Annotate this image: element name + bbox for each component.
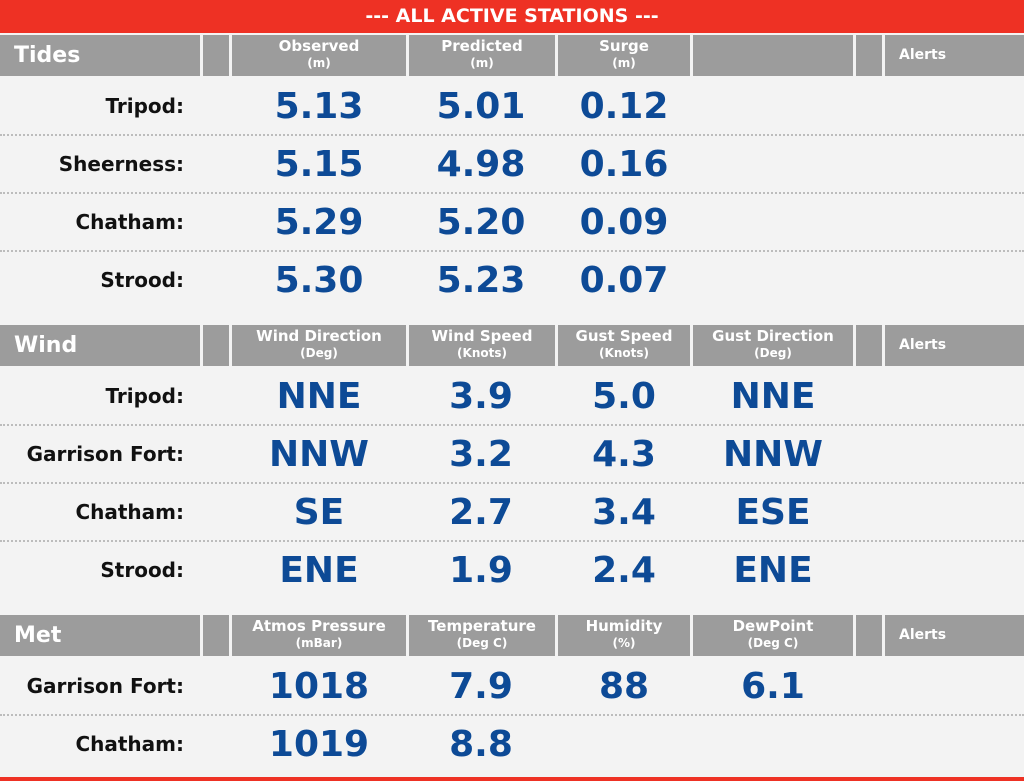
wind-station-label: Garrison Fort: [26, 442, 184, 466]
met-value-3: 88 [598, 666, 650, 707]
wind-value-2: 2.7 [449, 492, 513, 533]
wind-value-3: 4.3 [592, 434, 656, 475]
met-col-unit: (Deg C) [747, 636, 799, 650]
met-header-spacer [203, 615, 229, 656]
wind-section-title: Wind [0, 325, 200, 366]
met-value-2: 7.9 [449, 666, 513, 707]
wind-col-label: Gust Direction [712, 327, 834, 345]
met-col-header-4: DewPoint (Deg C) [693, 615, 853, 656]
met-col-label: DewPoint [732, 617, 814, 635]
tides-station-label: Strood: [100, 268, 184, 292]
met-col-header-2: Temperature (Deg C) [409, 615, 555, 656]
met-value-1: 1019 [268, 724, 370, 765]
met-col-unit: (%) [612, 636, 636, 650]
tides-col-unit: (m) [307, 56, 331, 70]
wind-row-separator [0, 540, 1024, 542]
met-station-label: Garrison Fort: [26, 674, 184, 698]
met-col-label: Humidity [585, 617, 663, 635]
met-col-header-1: Atmos Pressure (mBar) [232, 615, 406, 656]
tides-col-header-2: Predicted (m) [409, 35, 555, 76]
tides-value-3: 0.16 [579, 144, 669, 185]
met-header-spacer-2 [856, 615, 882, 656]
wind-station-label: Chatham: [75, 500, 184, 524]
tides-value-1: 5.29 [274, 202, 364, 243]
tides-value-2: 5.20 [436, 202, 526, 243]
wind-value-3: 2.4 [592, 550, 656, 591]
tides-value-1: 5.30 [274, 260, 364, 301]
wind-value-1: ENE [279, 550, 359, 591]
wind-col-unit: (Deg) [754, 346, 792, 360]
wind-value-3: 3.4 [592, 492, 656, 533]
tides-col-unit: (m) [612, 56, 636, 70]
wind-value-1: NNW [269, 434, 369, 475]
met-col-label: Atmos Pressure [252, 617, 386, 635]
tides-value-2: 5.23 [436, 260, 526, 301]
met-col-unit: (mBar) [295, 636, 343, 650]
wind-station-label: Strood: [100, 558, 184, 582]
tides-header-spacer-2 [856, 35, 882, 76]
met-alerts-header[interactable]: Alerts [885, 615, 1024, 656]
tides-station-label: Tripod: [105, 94, 184, 118]
met-station-label: Chatham: [75, 732, 184, 756]
tides-row-separator [0, 250, 1024, 252]
wind-col-header-3: Gust Speed (Knots) [558, 325, 690, 366]
wind-col-header-2: Wind Speed (Knots) [409, 325, 555, 366]
tides-col-label: Surge [599, 37, 649, 55]
tides-value-2: 5.01 [436, 86, 526, 127]
tides-col-label: Observed [278, 37, 360, 55]
wind-value-4: ESE [735, 492, 811, 533]
met-value-2: 8.8 [449, 724, 513, 765]
tides-col-label: Predicted [441, 37, 523, 55]
tides-alerts-header[interactable]: Alerts [885, 35, 1024, 76]
tides-value-2: 4.98 [436, 144, 526, 185]
tides-station-label: Chatham: [75, 210, 184, 234]
tides-row-separator [0, 134, 1024, 136]
wind-value-2: 3.9 [449, 376, 513, 417]
met-col-header-3: Humidity (%) [558, 615, 690, 656]
met-value-4: 6.1 [741, 666, 805, 707]
wind-value-2: 3.2 [449, 434, 513, 475]
wind-col-label: Wind Speed [431, 327, 533, 345]
wind-header-spacer [203, 325, 229, 366]
wind-header-spacer-2 [856, 325, 882, 366]
met-section-title: Met [0, 615, 200, 656]
wind-value-4: NNW [723, 434, 823, 475]
tides-value-3: 0.07 [579, 260, 669, 301]
tides-value-3: 0.09 [579, 202, 669, 243]
tides-value-3: 0.12 [579, 86, 669, 127]
tides-col-unit: (m) [470, 56, 494, 70]
wind-alerts-header[interactable]: Alerts [885, 325, 1024, 366]
tides-row-separator [0, 192, 1024, 194]
wind-col-label: Gust Speed [575, 327, 673, 345]
wind-value-2: 1.9 [449, 550, 513, 591]
wind-value-3: 5.0 [592, 376, 656, 417]
wind-value-1: SE [293, 492, 345, 533]
tides-header-spacer [203, 35, 229, 76]
wind-col-unit: (Knots) [599, 346, 649, 360]
wind-col-header-1: Wind Direction (Deg) [232, 325, 406, 366]
page-banner: --- ALL ACTIVE STATIONS --- [0, 0, 1024, 33]
tides-station-label: Sheerness: [58, 152, 184, 176]
wind-col-unit: (Deg) [300, 346, 338, 360]
wind-col-header-4: Gust Direction (Deg) [693, 325, 853, 366]
wind-row-separator [0, 424, 1024, 426]
bottom-accent-bar [0, 777, 1024, 781]
tides-value-1: 5.15 [274, 144, 364, 185]
wind-value-4: ENE [733, 550, 813, 591]
met-col-label: Temperature [428, 617, 536, 635]
tides-col-header-4 [693, 35, 853, 76]
wind-value-1: NNE [276, 376, 362, 417]
tides-col-header-1: Observed (m) [232, 35, 406, 76]
wind-row-separator [0, 482, 1024, 484]
wind-value-4: NNE [730, 376, 816, 417]
wind-col-label: Wind Direction [256, 327, 382, 345]
wind-station-label: Tripod: [105, 384, 184, 408]
met-value-1: 1018 [268, 666, 370, 707]
tides-value-1: 5.13 [274, 86, 364, 127]
met-col-unit: (Deg C) [456, 636, 508, 650]
tides-col-header-3: Surge (m) [558, 35, 690, 76]
wind-col-unit: (Knots) [457, 346, 507, 360]
met-row-separator [0, 714, 1024, 716]
tides-section-title: Tides [0, 35, 200, 76]
